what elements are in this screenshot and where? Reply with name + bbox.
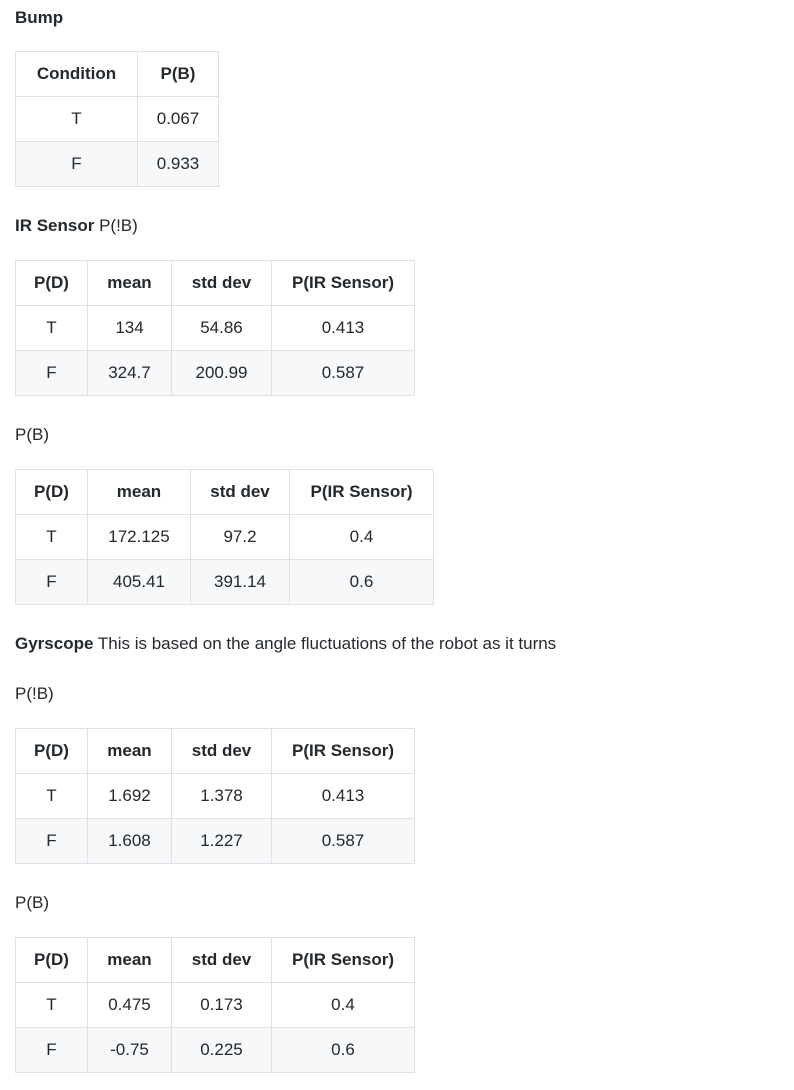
bump-table: Condition P(B) T 0.067 F 0.933 — [15, 51, 219, 187]
column-header: mean — [87, 937, 172, 983]
table-cell: 0.173 — [171, 982, 272, 1028]
table-row: F 0.933 — [15, 141, 219, 187]
table-cell: 0.587 — [271, 350, 415, 396]
table-header-row: Condition P(B) — [15, 51, 219, 97]
gyroscope-b-label: P(B) — [15, 893, 49, 912]
table-cell: F — [15, 818, 88, 864]
table-cell: 172.125 — [87, 514, 191, 560]
table-cell: 1.227 — [171, 818, 272, 864]
table-cell: 391.14 — [190, 559, 290, 605]
table-cell: 0.067 — [137, 96, 219, 142]
table-cell: -0.75 — [87, 1027, 172, 1073]
table-cell: 0.587 — [271, 818, 415, 864]
table-cell: 0.6 — [289, 559, 434, 605]
table-cell: F — [15, 141, 138, 187]
ir-sensor-heading: IR Sensor P(!B) — [15, 216, 138, 235]
table-cell: 1.692 — [87, 773, 172, 819]
column-header: mean — [87, 728, 172, 774]
table-row: T 172.125 97.2 0.4 — [15, 514, 434, 560]
table-cell: 324.7 — [87, 350, 172, 396]
column-header: P(B) — [137, 51, 219, 97]
table-row: T 1.692 1.378 0.413 — [15, 773, 415, 819]
column-header: std dev — [171, 260, 272, 306]
table-row: F 324.7 200.99 0.587 — [15, 350, 415, 396]
table-cell: 1.608 — [87, 818, 172, 864]
ir-sensor-b-table: P(D) mean std dev P(IR Sensor) T 172.125… — [15, 469, 434, 605]
table-cell: 0.4 — [271, 982, 415, 1028]
column-header: P(D) — [15, 469, 88, 515]
table-header-row: P(D) mean std dev P(IR Sensor) — [15, 469, 434, 515]
bump-heading: Bump — [15, 8, 64, 27]
table-row: T 134 54.86 0.413 — [15, 305, 415, 351]
table-header-row: P(D) mean std dev P(IR Sensor) — [15, 937, 415, 983]
column-header: P(D) — [15, 728, 88, 774]
column-header: P(IR Sensor) — [271, 260, 415, 306]
table-cell: 0.933 — [137, 141, 219, 187]
table-cell: T — [15, 514, 88, 560]
ir-sensor-not-b-table: P(D) mean std dev P(IR Sensor) T 134 54.… — [15, 260, 415, 396]
table-cell: F — [15, 559, 88, 605]
column-header: P(D) — [15, 260, 88, 306]
table-cell: F — [15, 350, 88, 396]
table-row: T 0.475 0.173 0.4 — [15, 982, 415, 1028]
table-cell: 405.41 — [87, 559, 191, 605]
table-cell: 0.225 — [171, 1027, 272, 1073]
table-header-row: P(D) mean std dev P(IR Sensor) — [15, 728, 415, 774]
gyroscope-not-b-table: P(D) mean std dev P(IR Sensor) T 1.692 1… — [15, 728, 415, 864]
table-cell: 54.86 — [171, 305, 272, 351]
column-header: mean — [87, 469, 191, 515]
column-header: P(D) — [15, 937, 88, 983]
column-header: P(IR Sensor) — [271, 937, 415, 983]
table-cell: T — [15, 96, 138, 142]
gyroscope-b-table: P(D) mean std dev P(IR Sensor) T 0.475 0… — [15, 937, 415, 1073]
column-header: std dev — [171, 937, 272, 983]
column-header: Condition — [15, 51, 138, 97]
table-cell: T — [15, 773, 88, 819]
gyroscope-heading: Gyrscope This is based on the angle fluc… — [15, 634, 557, 653]
ir-sensor-b-label: P(B) — [15, 425, 49, 444]
column-header: std dev — [171, 728, 272, 774]
table-header-row: P(D) mean std dev P(IR Sensor) — [15, 260, 415, 306]
column-header: mean — [87, 260, 172, 306]
column-header: P(IR Sensor) — [271, 728, 415, 774]
table-cell: 0.475 — [87, 982, 172, 1028]
table-cell: 0.4 — [289, 514, 434, 560]
column-header: std dev — [190, 469, 290, 515]
table-cell: 0.413 — [271, 773, 415, 819]
table-row: F 1.608 1.227 0.587 — [15, 818, 415, 864]
column-header: P(IR Sensor) — [289, 469, 434, 515]
gyroscope-not-b-label: P(!B) — [15, 684, 54, 703]
table-row: F -0.75 0.225 0.6 — [15, 1027, 415, 1073]
table-cell: 97.2 — [190, 514, 290, 560]
table-row: F 405.41 391.14 0.6 — [15, 559, 434, 605]
table-cell: 0.413 — [271, 305, 415, 351]
table-cell: 0.6 — [271, 1027, 415, 1073]
table-cell: F — [15, 1027, 88, 1073]
table-cell: 200.99 — [171, 350, 272, 396]
table-cell: 1.378 — [171, 773, 272, 819]
table-row: T 0.067 — [15, 96, 219, 142]
table-cell: 134 — [87, 305, 172, 351]
table-cell: T — [15, 305, 88, 351]
table-cell: T — [15, 982, 88, 1028]
